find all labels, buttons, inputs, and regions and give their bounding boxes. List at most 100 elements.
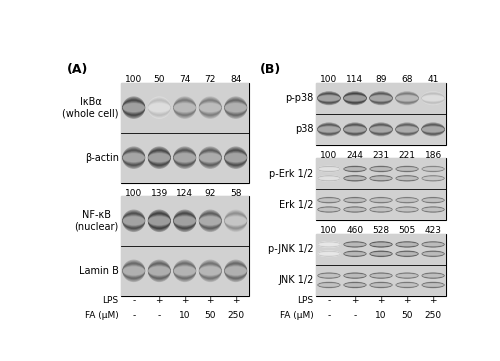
Ellipse shape: [122, 99, 145, 116]
Ellipse shape: [199, 263, 222, 278]
Ellipse shape: [224, 210, 247, 231]
Ellipse shape: [174, 214, 196, 227]
Ellipse shape: [344, 125, 366, 134]
Ellipse shape: [370, 282, 392, 288]
Ellipse shape: [370, 206, 392, 213]
Bar: [316, 83, 342, 114]
Ellipse shape: [396, 274, 417, 277]
Ellipse shape: [344, 126, 366, 132]
Ellipse shape: [370, 126, 392, 133]
Text: JNK 1/2: JNK 1/2: [278, 275, 314, 285]
Ellipse shape: [370, 166, 392, 171]
Ellipse shape: [422, 250, 445, 257]
Ellipse shape: [344, 251, 366, 257]
Text: -: -: [328, 310, 330, 319]
Bar: [342, 234, 368, 265]
Text: 100: 100: [125, 188, 142, 197]
Ellipse shape: [422, 242, 444, 247]
Ellipse shape: [344, 95, 366, 101]
Ellipse shape: [370, 251, 392, 257]
Ellipse shape: [344, 243, 366, 246]
Ellipse shape: [148, 216, 170, 225]
Ellipse shape: [422, 273, 444, 279]
Bar: [420, 189, 446, 221]
Text: 100: 100: [320, 226, 338, 235]
Ellipse shape: [317, 197, 340, 204]
Ellipse shape: [344, 242, 366, 247]
Ellipse shape: [174, 103, 196, 113]
Ellipse shape: [370, 197, 392, 203]
Ellipse shape: [224, 100, 247, 115]
Ellipse shape: [122, 147, 145, 168]
Text: IκBα
(whole cell): IκBα (whole cell): [62, 97, 118, 118]
Ellipse shape: [396, 208, 418, 212]
Ellipse shape: [199, 99, 222, 117]
Text: -: -: [132, 310, 136, 319]
Ellipse shape: [318, 175, 340, 182]
Text: Erk 1/2: Erk 1/2: [279, 200, 314, 210]
Ellipse shape: [370, 273, 392, 279]
Ellipse shape: [370, 175, 392, 182]
Bar: [394, 158, 420, 189]
Ellipse shape: [225, 216, 246, 226]
Ellipse shape: [225, 266, 246, 276]
Ellipse shape: [422, 272, 445, 279]
Ellipse shape: [344, 207, 366, 212]
Ellipse shape: [148, 263, 171, 278]
Ellipse shape: [174, 266, 196, 275]
Ellipse shape: [370, 176, 392, 180]
Ellipse shape: [318, 198, 340, 202]
Ellipse shape: [174, 99, 196, 117]
Ellipse shape: [370, 282, 392, 288]
Ellipse shape: [174, 263, 196, 278]
Ellipse shape: [317, 122, 340, 136]
Text: 114: 114: [346, 75, 364, 84]
Ellipse shape: [422, 252, 444, 256]
Ellipse shape: [422, 251, 444, 257]
Ellipse shape: [396, 251, 418, 257]
Ellipse shape: [422, 282, 444, 288]
Ellipse shape: [224, 99, 247, 117]
Ellipse shape: [396, 166, 418, 172]
Ellipse shape: [224, 97, 247, 118]
Ellipse shape: [396, 242, 418, 247]
Ellipse shape: [224, 101, 247, 114]
Ellipse shape: [396, 176, 418, 180]
Ellipse shape: [370, 252, 392, 256]
Ellipse shape: [199, 147, 222, 169]
Ellipse shape: [199, 152, 222, 164]
Ellipse shape: [370, 123, 392, 135]
Ellipse shape: [370, 124, 392, 135]
Ellipse shape: [122, 265, 145, 277]
Ellipse shape: [344, 241, 366, 248]
Ellipse shape: [225, 152, 246, 163]
Ellipse shape: [370, 93, 392, 103]
Ellipse shape: [224, 213, 247, 229]
Ellipse shape: [370, 95, 392, 101]
Text: 250: 250: [227, 310, 244, 319]
Ellipse shape: [396, 251, 418, 256]
Ellipse shape: [123, 266, 144, 275]
Ellipse shape: [370, 126, 392, 132]
Bar: [223, 132, 248, 183]
Ellipse shape: [422, 273, 444, 278]
Ellipse shape: [396, 91, 419, 105]
Ellipse shape: [318, 241, 340, 248]
Ellipse shape: [318, 242, 340, 247]
Ellipse shape: [318, 208, 340, 212]
Bar: [198, 246, 223, 296]
Ellipse shape: [199, 213, 222, 228]
Bar: [368, 83, 394, 114]
Ellipse shape: [199, 148, 222, 168]
Ellipse shape: [422, 282, 444, 288]
Ellipse shape: [174, 152, 196, 164]
Ellipse shape: [123, 103, 144, 113]
Ellipse shape: [148, 97, 171, 118]
Ellipse shape: [344, 166, 366, 172]
Ellipse shape: [396, 94, 418, 103]
Text: 139: 139: [150, 188, 168, 197]
Ellipse shape: [370, 242, 392, 247]
Ellipse shape: [396, 166, 418, 171]
Ellipse shape: [370, 95, 392, 102]
Ellipse shape: [122, 152, 145, 164]
